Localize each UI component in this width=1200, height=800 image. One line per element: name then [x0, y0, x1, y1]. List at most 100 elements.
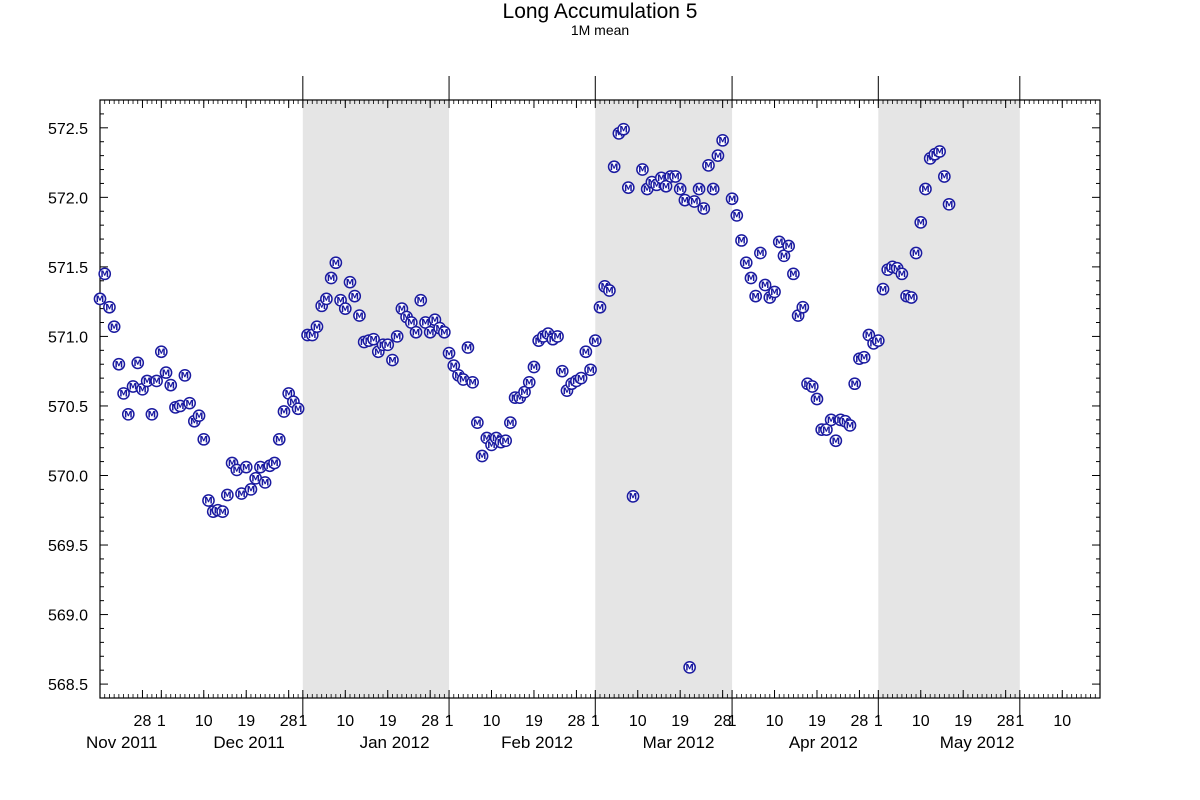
data-point-label: M: [794, 312, 802, 322]
data-point-label: M: [242, 463, 250, 473]
x-tick-label: 1: [157, 713, 166, 730]
data-point-marker: [617, 122, 630, 136]
data-point-marker: [192, 409, 206, 423]
data-point-marker: [348, 289, 362, 303]
data-point-marker: [244, 483, 258, 496]
data-point-marker: [442, 346, 456, 360]
data-point-marker: [782, 239, 796, 253]
y-tick-label: 572.5: [48, 121, 88, 138]
data-point: M: [197, 432, 211, 446]
x-tick-label: 1: [874, 713, 883, 730]
data-point: M: [183, 396, 196, 410]
data-point: M: [154, 345, 168, 359]
axis-ticks: [99, 76, 1101, 718]
y-axis-labels: 568.5 569.0 569.5 570.0 570.5 571.0 571.5 572.0…: [48, 121, 88, 694]
data-point-marker: [216, 505, 229, 518]
data-point: M: [390, 330, 404, 343]
data-point-label: M: [270, 459, 278, 469]
data-point-marker: [942, 197, 956, 211]
data-point-label: M: [421, 319, 429, 329]
data-point-label: M: [181, 372, 189, 382]
data-point-label: M: [152, 377, 160, 387]
x-axis-labels: 28 1 10 19 28 1 10 19 28 1 10 19 28 1 10 19 281 10 19 28 1 10…: [86, 713, 1071, 752]
data-point-label: M: [233, 466, 241, 476]
data-point: M: [687, 195, 701, 208]
data-point-marker: [272, 432, 286, 446]
data-point-marker: [735, 234, 748, 247]
data-point-marker: [876, 282, 890, 296]
data-point-marker: [683, 661, 696, 674]
data-point-label: M: [464, 344, 472, 354]
x-tick-label: 1: [298, 713, 307, 730]
data-point-label: M: [799, 303, 807, 313]
data-point-marker: [857, 350, 871, 364]
data-point-label: M: [289, 398, 297, 408]
data-point-marker: [461, 341, 475, 354]
data-point-label: M: [893, 264, 901, 274]
data-point-marker: [103, 300, 116, 314]
data-point: M: [636, 163, 649, 176]
data-point: M: [291, 402, 305, 416]
data-point: M: [381, 338, 395, 352]
data-point-label: M: [912, 249, 920, 259]
data-point-marker: [527, 360, 541, 374]
x-month-label: Jan 2012: [360, 733, 430, 752]
data-point: M: [706, 182, 720, 196]
data-point-label: M: [195, 412, 203, 422]
data-point: M: [150, 374, 163, 388]
data-point-label: M: [935, 148, 943, 158]
data-point: M: [310, 320, 324, 334]
data-point-marker: [522, 375, 536, 389]
data-point-label: M: [733, 212, 741, 222]
data-point: M: [414, 293, 428, 307]
data-point: M: [239, 460, 253, 474]
data-point-marker: [692, 182, 706, 196]
data-point-marker: [268, 456, 281, 470]
data-point: M: [126, 380, 140, 393]
data-point: M: [735, 234, 748, 247]
data-point-label: M: [553, 333, 561, 343]
x-tick-label: 19: [237, 713, 255, 730]
data-point-marker: [829, 434, 843, 448]
data-point-marker: [150, 374, 163, 388]
data-point-label: M: [874, 337, 882, 347]
data-point: M: [937, 170, 951, 183]
data-point: M: [749, 289, 763, 303]
data-point-marker: [551, 330, 564, 343]
data-point-label: M: [586, 366, 594, 376]
x-tick-label: 19: [379, 713, 397, 730]
data-point-label: M: [119, 390, 127, 400]
data-point-marker: [390, 330, 404, 343]
data-point-label: M: [313, 323, 321, 333]
data-point-marker: [843, 419, 857, 432]
data-point-label: M: [615, 130, 623, 140]
data-point-marker: [475, 449, 489, 463]
data-point: M: [588, 334, 602, 347]
data-point-marker: [154, 345, 168, 359]
data-point-marker: [904, 291, 918, 304]
data-point-label: M: [134, 359, 142, 369]
data-points: MMMMMMMMMMMMMMMMMMMMMMMMMMMMMMMMMMMMMMMM…: [93, 122, 956, 674]
data-point-label: M: [350, 292, 358, 302]
data-point-label: M: [450, 362, 458, 372]
x-tick-label: 28: [421, 713, 439, 730]
data-point-marker: [636, 163, 649, 176]
x-tick-label: 19: [671, 713, 689, 730]
data-point-label: M: [577, 374, 585, 384]
x-tick-label: 28: [851, 713, 869, 730]
data-point-label: M: [105, 303, 113, 313]
y-tick-label: 570.5: [48, 399, 88, 416]
data-point-label: M: [402, 313, 410, 323]
x-tick-label: 19: [954, 713, 972, 730]
data-point-marker: [197, 432, 211, 446]
data-point-label: M: [742, 259, 750, 269]
x-tick-label: 10: [912, 713, 930, 730]
data-point-label: M: [256, 463, 264, 473]
data-point-label: M: [832, 437, 840, 447]
x-tick-label: 10: [1053, 713, 1071, 730]
data-point: M: [551, 330, 564, 343]
data-point: M: [626, 489, 640, 503]
data-point-label: M: [251, 474, 259, 484]
data-point-marker: [178, 369, 192, 382]
data-point: M: [810, 392, 824, 406]
